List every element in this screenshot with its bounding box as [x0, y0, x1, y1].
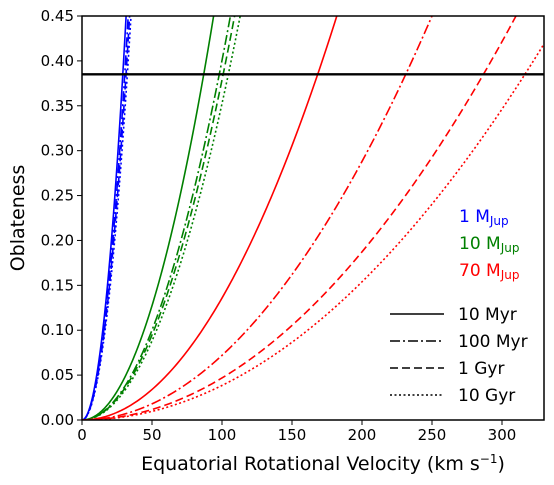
style-legend-label: 10 Myr [458, 305, 517, 325]
y-tick-label: 0.25 [41, 187, 74, 205]
mass-legend-value: 1 M [459, 207, 490, 227]
mass-legend-label: 70 MJup [459, 261, 519, 282]
series-line-5 [82, 16, 232, 420]
style-legend-label: 10 Gyr [458, 386, 515, 406]
series-line-11 [82, 43, 544, 420]
series-line-1 [82, 16, 129, 420]
series-line-10 [82, 16, 517, 420]
series-line-4 [82, 16, 215, 420]
x-axis-label-main: Equatorial Rotational Velocity (km s [141, 453, 480, 475]
series-line-9 [82, 16, 433, 420]
ticks-layer: 0 50 100 150 200 250 300 0.00 0.05 0.10 0.15 0.20 0.… [41, 7, 517, 444]
y-tick-label: 0.30 [41, 142, 74, 160]
y-tick-label: 0.20 [41, 231, 74, 249]
series-layer [82, 16, 544, 420]
x-tick-label: 150 [278, 426, 307, 444]
x-tick-label: 100 [208, 426, 237, 444]
mass-legend-label: 10 MJup [459, 234, 519, 255]
y-tick-label: 0.35 [41, 97, 74, 115]
y-tick-label: 0.10 [41, 321, 74, 339]
x-axis-label-close: ) [498, 453, 505, 475]
style-legend-label: 1 Gyr [458, 359, 504, 379]
series-line-0 [82, 16, 127, 420]
style-legend-label: 100 Myr [458, 332, 528, 352]
y-tick-label: 0.05 [41, 366, 74, 384]
mass-legend-value: 10 M [459, 234, 501, 254]
x-tick-label: 300 [488, 426, 517, 444]
series-line-3 [82, 16, 132, 420]
y-tick-label: 0.45 [41, 7, 74, 25]
plot-frame [81, 15, 545, 421]
x-tick-label: 250 [418, 426, 447, 444]
series-line-8 [82, 16, 338, 420]
x-axis-label: Equatorial Rotational Velocity (km s−1) [141, 452, 505, 475]
y-tick-label: 0.15 [41, 276, 74, 294]
x-tick-label: 50 [142, 426, 161, 444]
mass-legend-label: 1 MJup [459, 207, 509, 228]
y-tick-label: 0.00 [41, 411, 74, 429]
x-axis-label-exponent: −1 [480, 452, 498, 466]
mass-legend-value: 70 M [459, 261, 501, 281]
mass-legend-subscript: Jup [489, 214, 509, 228]
x-tick-label: 0 [77, 426, 87, 444]
series-line-6 [82, 16, 236, 420]
y-axis-label: Oblateness [7, 165, 29, 272]
mass-legend-subscript: Jup [500, 241, 520, 255]
mass-legend-subscript: Jup [500, 268, 520, 282]
x-tick-label: 200 [348, 426, 377, 444]
y-tick-label: 0.40 [41, 52, 74, 70]
